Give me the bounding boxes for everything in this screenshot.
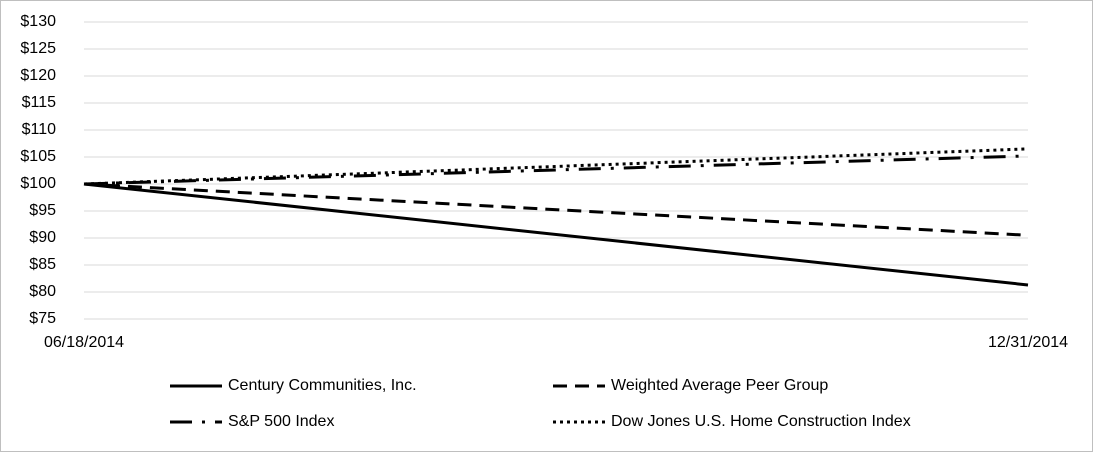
y-tick-label: $95: [29, 202, 56, 219]
legend-label: Dow Jones U.S. Home Construction Index: [611, 413, 911, 430]
series-line: [83, 182, 1029, 237]
y-tick-label: $120: [20, 67, 56, 84]
x-tick-label: 12/31/2014: [988, 334, 1068, 351]
y-tick-label: $90: [29, 229, 56, 246]
y-tick-label: $80: [29, 283, 56, 300]
y-tick-label: $100: [20, 175, 56, 192]
legend-label: S&P 500 Index: [228, 413, 334, 430]
y-tick-label: $130: [20, 13, 56, 30]
y-tick-label: $75: [29, 310, 56, 327]
series-line: [83, 182, 1029, 287]
y-tick-label: $115: [22, 94, 57, 111]
y-tick-label: $105: [20, 148, 56, 165]
y-tick-label: $85: [29, 256, 56, 273]
legend-label: Weighted Average Peer Group: [611, 377, 828, 394]
x-tick-label: 06/18/2014: [44, 334, 124, 351]
y-tick-label: $125: [20, 40, 56, 57]
legend-label: Century Communities, Inc.: [228, 377, 417, 394]
y-tick-label: $110: [22, 121, 57, 138]
